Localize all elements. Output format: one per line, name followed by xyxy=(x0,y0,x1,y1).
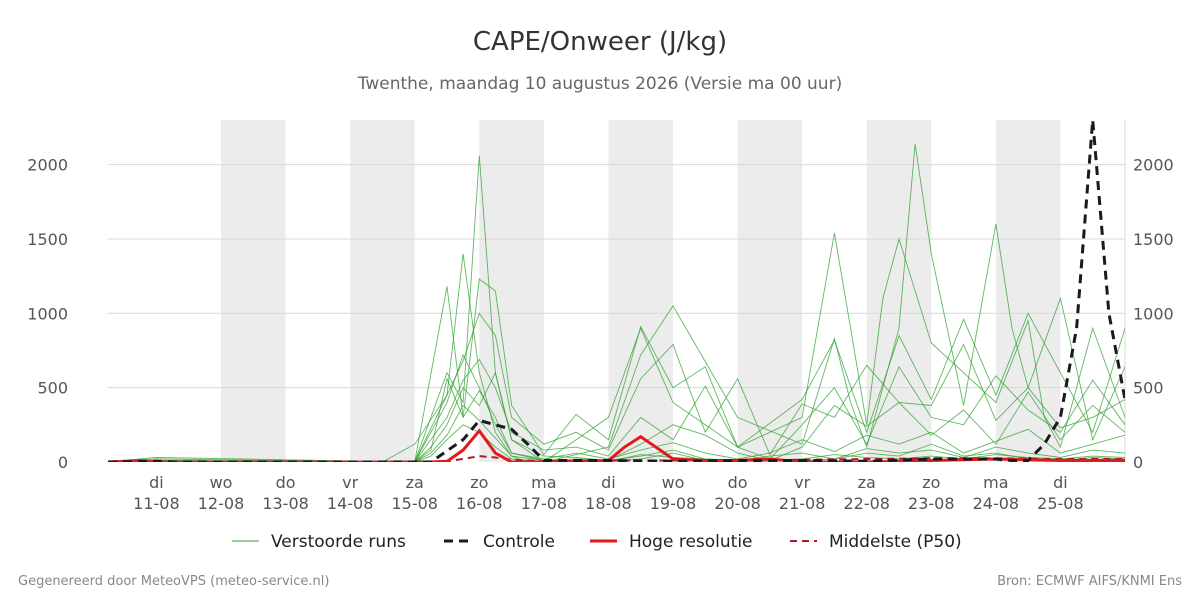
y-axis-ticks: 0 0 500 500 1000 1000 1500 1500 2000 2000 xyxy=(27,156,1173,472)
ensemble-run-6 xyxy=(108,377,1125,462)
footer-credit: Gegenereerd door MeteoVPS (meteo-service… xyxy=(18,574,329,589)
x-tick-day: vr xyxy=(342,473,358,492)
grid-lines xyxy=(108,120,1126,462)
series-lines xyxy=(108,119,1125,462)
y-tick-label-left: 2000 xyxy=(27,156,68,175)
ensemble-run-0 xyxy=(108,232,1125,462)
y-tick-label-right: 1500 xyxy=(1133,230,1174,249)
y-tick-label-right: 0 xyxy=(1133,453,1143,472)
x-tick-date: 11-08 xyxy=(133,494,180,513)
legend-label-3: Middelste (P50) xyxy=(829,532,962,552)
y-tick-label-left: 1500 xyxy=(27,230,68,249)
chart-subtitle: Twenthe, maandag 10 augustus 2026 (Versi… xyxy=(357,74,842,94)
x-tick-date: 15-08 xyxy=(391,494,438,513)
weekend-shading xyxy=(221,120,1061,462)
x-tick-date: 17-08 xyxy=(521,494,568,513)
x-tick-date: 18-08 xyxy=(585,494,632,513)
ensemble-run-2 xyxy=(108,278,1125,462)
shade-band-0 xyxy=(221,120,286,462)
footer-source: Bron: ECMWF AIFS/KNMI Ens xyxy=(997,574,1182,589)
ensemble-run-9 xyxy=(108,424,1125,462)
x-tick-day: do xyxy=(276,473,296,492)
x-tick-day: zo xyxy=(470,473,488,492)
shade-band-1 xyxy=(350,120,415,462)
x-tick-day: zo xyxy=(922,473,940,492)
y-tick-label-right: 1000 xyxy=(1133,304,1174,323)
ensemble-run-4 xyxy=(108,358,1125,462)
x-tick-day: di xyxy=(1053,473,1068,492)
x-tick-day: za xyxy=(406,473,424,492)
legend-label-2: Hoge resolutie xyxy=(629,532,753,552)
ensemble-run-7 xyxy=(108,404,1125,462)
x-tick-date: 23-08 xyxy=(908,494,955,513)
x-tick-day: wo xyxy=(210,473,233,492)
x-tick-day: ma xyxy=(983,473,1008,492)
x-tick-date: 19-08 xyxy=(650,494,697,513)
control-line xyxy=(108,119,1125,462)
shade-band-3 xyxy=(608,120,673,462)
x-tick-date: 13-08 xyxy=(262,494,309,513)
x-tick-day: ma xyxy=(531,473,556,492)
x-tick-day: do xyxy=(728,473,748,492)
x-tick-day: di xyxy=(149,473,164,492)
x-tick-day: vr xyxy=(794,473,810,492)
ensemble-run-1 xyxy=(108,143,1125,462)
legend-label-1: Controle xyxy=(483,532,555,552)
shade-band-5 xyxy=(866,120,932,462)
ensemble-run-5 xyxy=(108,371,1125,462)
x-tick-date: 20-08 xyxy=(714,494,761,513)
x-tick-date: 22-08 xyxy=(843,494,890,513)
ensemble-run-3 xyxy=(108,312,1125,462)
y-tick-label-right: 500 xyxy=(1133,379,1164,398)
x-tick-date: 25-08 xyxy=(1037,494,1084,513)
x-tick-date: 16-08 xyxy=(456,494,503,513)
x-axis-ticks: di 11-08 wo 12-08 do 13-08 vr 14-08 za 15-08 zo 16-… xyxy=(133,473,1084,513)
x-tick-date: 12-08 xyxy=(198,494,245,513)
x-tick-date: 14-08 xyxy=(327,494,374,513)
legend: Verstoorde runs Controle Hoge resolutie Mid… xyxy=(232,532,962,552)
y-tick-label-left: 1000 xyxy=(27,304,68,323)
legend-label-0: Verstoorde runs xyxy=(271,532,406,552)
x-tick-day: za xyxy=(858,473,876,492)
y-tick-label-left: 0 xyxy=(58,453,68,472)
x-tick-day: di xyxy=(601,473,616,492)
shade-band-4 xyxy=(737,120,803,462)
x-tick-date: 21-08 xyxy=(779,494,826,513)
chart-title: CAPE/Onweer (J/kg) xyxy=(473,27,727,57)
y-tick-label-left: 500 xyxy=(37,379,68,398)
y-tick-label-right: 2000 xyxy=(1133,156,1174,175)
x-tick-date: 24-08 xyxy=(973,494,1020,513)
x-tick-day: wo xyxy=(662,473,685,492)
